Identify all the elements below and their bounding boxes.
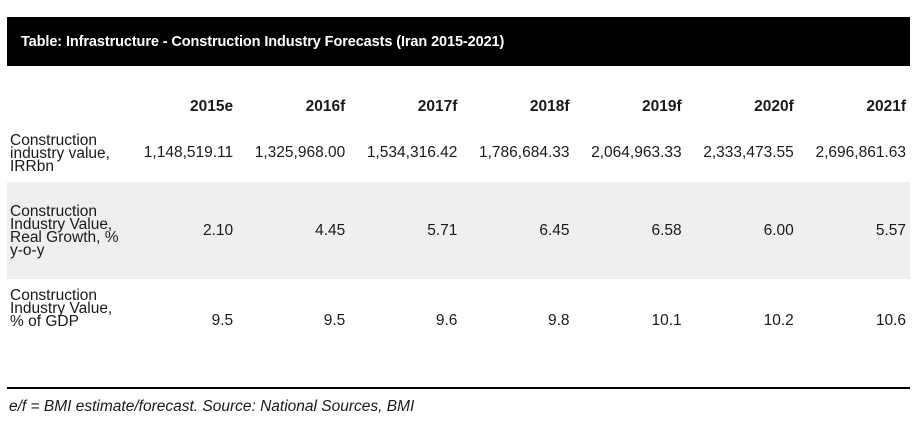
table-title: Table: Infrastructure - Construction Ind… (21, 33, 505, 50)
table-cell: 1,786,684.33 (479, 144, 570, 161)
header-row: 2015e 2016f 2017f 2018f 2019f 2020f 2021… (7, 66, 910, 124)
row-label: Construction Industry Value, % of GDP (10, 287, 113, 330)
column-header: 2015e (190, 98, 234, 115)
table-cell: 9.6 (435, 312, 458, 329)
column-header: 2018f (529, 98, 570, 115)
table-cell: 4.45 (237, 182, 350, 279)
table-cell: 5.57 (797, 182, 910, 279)
table-cell: 10.1 (651, 312, 682, 329)
column-header: 2021f (866, 98, 906, 115)
table-title-bar: Table: Infrastructure - Construction Ind… (7, 17, 910, 66)
table-cell: 10.2 (763, 312, 794, 329)
table-footnote: e/f = BMI estimate/forecast. Source: Nat… (9, 398, 415, 415)
table-cell: 1,148,519.11 (143, 144, 234, 161)
table-row: Construction Industry Value, % of GDP 9.… (7, 279, 910, 393)
table-cell: 2.10 (125, 182, 238, 279)
table-cell: 2,064,963.33 (591, 144, 682, 161)
table-cell: 9.5 (323, 312, 346, 329)
forecast-table: 2015e 2016f 2017f 2018f 2019f 2020f 2021… (7, 66, 910, 393)
table-cell: 9.5 (211, 312, 234, 329)
table-cell: 9.8 (547, 312, 570, 329)
column-header: 2016f (305, 98, 346, 115)
table-cell: 2,333,473.55 (703, 144, 794, 161)
header-corner (7, 66, 125, 124)
table-cell: 6.58 (573, 182, 686, 279)
table-cell: 1,534,316.42 (366, 144, 458, 161)
table-row: Construction industry value, IRRbn 1,148… (7, 124, 910, 182)
table-cell: 6.45 (461, 182, 574, 279)
table-cell: 1,325,968.00 (254, 144, 346, 161)
table-cell: 10.6 (875, 312, 906, 329)
column-header: 2017f (417, 98, 458, 115)
footer-divider (7, 387, 910, 389)
table-cell: 2,696,861.63 (815, 144, 906, 161)
table-row: Construction Industry Value, Real Growth… (7, 182, 910, 279)
row-label: Construction industry value, IRRbn (10, 131, 110, 175)
column-header: 2019f (641, 98, 682, 115)
row-label: Construction Industry Value, Real Growth… (7, 182, 126, 279)
table-cell: 5.71 (349, 182, 462, 279)
column-header: 2020f (754, 98, 794, 115)
table-cell: 6.00 (685, 182, 798, 279)
